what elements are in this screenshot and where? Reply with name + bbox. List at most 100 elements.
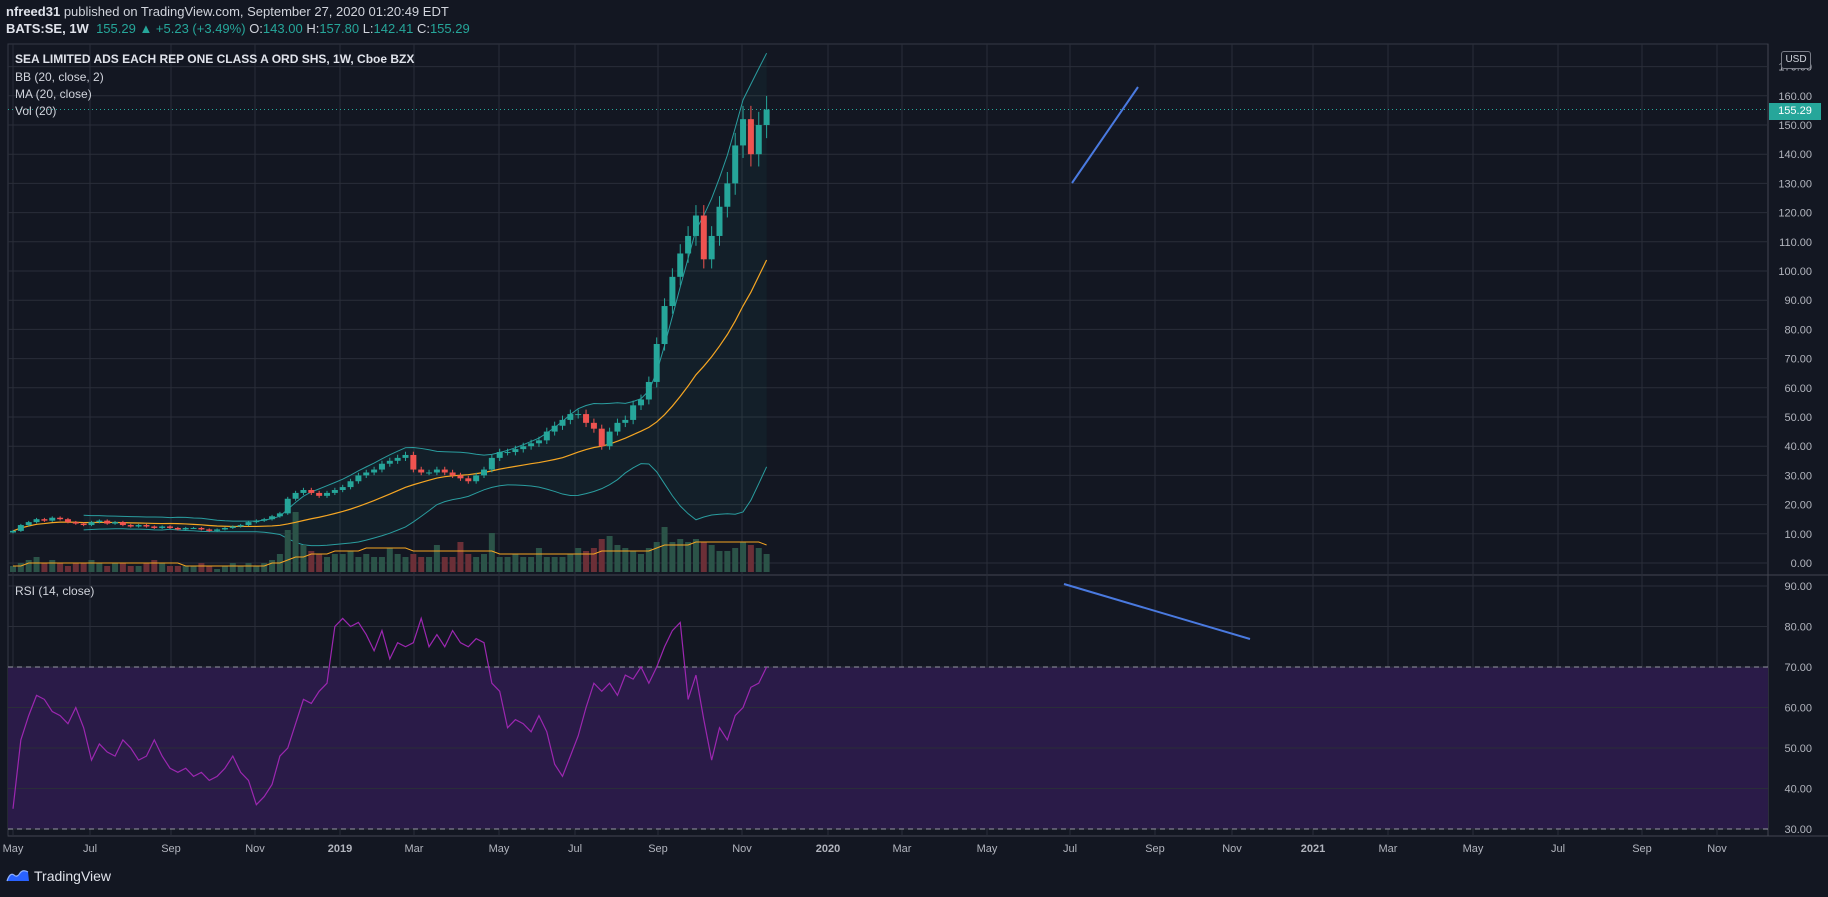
author-name[interactable]: nfreed31 — [6, 4, 61, 19]
candle-body — [394, 457, 401, 461]
candle — [653, 337, 660, 388]
volume-bar — [339, 554, 346, 572]
candle — [17, 523, 24, 532]
volume-bar — [363, 554, 370, 572]
x-tick-label: Nov — [1707, 843, 1727, 855]
bb-legend[interactable]: BB (20, close, 2) — [15, 70, 104, 84]
vol-legend[interactable]: Vol (20) — [15, 104, 57, 118]
publish-text: published on TradingView.com, September … — [60, 4, 449, 19]
candle-body — [496, 452, 503, 458]
volume-bar — [559, 557, 566, 572]
volume-bar — [630, 551, 637, 572]
volume-bar — [182, 566, 189, 572]
candle — [567, 409, 574, 425]
candle-body — [449, 472, 456, 476]
candle — [606, 427, 613, 450]
candle-body — [190, 527, 197, 529]
tradingview-brand[interactable]: TradingView — [6, 868, 111, 884]
candle — [135, 523, 142, 528]
candle — [127, 523, 134, 528]
volume-bar — [426, 557, 433, 572]
candle — [418, 466, 425, 476]
candle — [590, 418, 597, 433]
volume-bar — [292, 512, 299, 572]
volume-bar — [716, 551, 723, 572]
bb-upper-line — [83, 52, 768, 522]
ma-legend[interactable]: MA (20, close) — [15, 87, 92, 101]
candle — [284, 496, 291, 515]
volume-bar — [214, 569, 221, 572]
candle-body — [512, 449, 519, 453]
currency-badge[interactable]: USD — [1781, 51, 1811, 69]
volume-bar — [206, 566, 213, 572]
y-tick-label: 20.00 — [1784, 500, 1812, 512]
chart-title: SEA LIMITED ADS EACH REP ONE CLASS A ORD… — [15, 52, 415, 66]
candle — [159, 525, 166, 530]
candle — [441, 466, 448, 476]
candle — [402, 451, 409, 462]
y-tick-label: 40.00 — [1784, 441, 1812, 453]
candle — [528, 439, 535, 450]
rsi-legend[interactable]: RSI (14, close) — [15, 584, 95, 598]
candle-body — [606, 431, 613, 447]
bb-lower-line — [83, 463, 768, 547]
volume-bar — [167, 566, 173, 572]
x-tick-label: Sep — [1632, 843, 1652, 855]
candle-body — [96, 520, 103, 523]
candle — [88, 520, 95, 527]
candle-body — [269, 516, 276, 520]
volume-bar — [528, 557, 535, 572]
candle — [167, 525, 173, 530]
candle-body — [174, 527, 181, 530]
volume-bar — [465, 554, 472, 572]
candle — [488, 454, 495, 473]
candle-body — [245, 522, 252, 526]
candle-body — [488, 457, 495, 470]
volume-bar — [669, 542, 676, 572]
volume-bar — [567, 554, 574, 572]
publish-info: nfreed31 published on TradingView.com, S… — [6, 4, 449, 19]
volume-bar — [488, 533, 495, 572]
candle-body — [559, 419, 566, 426]
volume-bar — [159, 563, 166, 572]
volume-bar — [606, 536, 613, 572]
candle-body — [112, 522, 119, 524]
candle — [685, 226, 692, 263]
candle — [151, 525, 158, 530]
bb-fill — [83, 53, 767, 546]
low-value: 142.41 — [373, 21, 414, 36]
candle-body — [402, 454, 409, 458]
volume-bar — [17, 563, 24, 572]
volume-bar — [331, 554, 338, 572]
candle-body — [214, 529, 221, 531]
candle — [622, 415, 629, 428]
price-trendline — [1071, 86, 1139, 184]
candle-body — [308, 490, 315, 493]
volume-bar — [190, 566, 197, 572]
volume-bar — [284, 530, 291, 572]
candle — [638, 394, 644, 411]
candle-body — [64, 519, 71, 523]
candle — [96, 519, 103, 524]
volume-bar — [324, 557, 330, 572]
candle — [551, 421, 558, 436]
price-change: ▲ +5.23 (+3.49%) — [139, 21, 246, 36]
candle-body — [72, 522, 79, 524]
candle — [25, 520, 32, 527]
symbol-label: BATS:SE, 1W — [6, 21, 89, 36]
volume-bar — [504, 557, 511, 572]
volume-bar — [583, 551, 590, 572]
candle — [645, 376, 652, 405]
y-tick-label: 90.00 — [1784, 295, 1812, 307]
candle — [276, 511, 283, 518]
candle-body — [504, 452, 511, 454]
candle-body — [151, 526, 158, 528]
candle-body — [300, 490, 307, 493]
candle — [261, 517, 268, 522]
volume-bar — [127, 566, 134, 572]
candle-body — [716, 206, 723, 236]
volume-bar — [237, 566, 244, 572]
candle-body — [33, 519, 40, 523]
volume-bar — [221, 566, 228, 572]
